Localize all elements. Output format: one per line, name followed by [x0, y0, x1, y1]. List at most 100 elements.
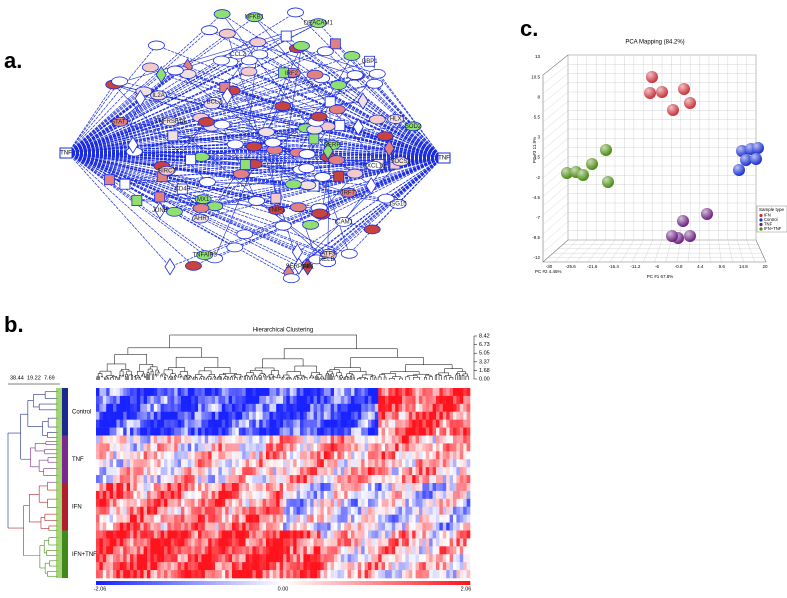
- heatmap-cell: [300, 491, 304, 499]
- heatmap-cell: [453, 491, 457, 499]
- heatmap-cell: [467, 515, 471, 523]
- heatmap-cell: [96, 436, 100, 444]
- heatmap-cell: [225, 499, 229, 507]
- heatmap-cell: [344, 388, 348, 396]
- heatmap-cell: [147, 428, 151, 436]
- node: [285, 180, 301, 189]
- heatmap-cell: [307, 499, 311, 507]
- heatmap-cell: [368, 420, 372, 428]
- heatmap-cell: [429, 428, 433, 436]
- colorbar-step: [264, 581, 268, 585]
- heatmap-cell: [388, 396, 392, 404]
- colorbar-step: [279, 581, 283, 585]
- heatmap-cell: [317, 428, 321, 436]
- heatmap-cell: [450, 499, 454, 507]
- heatmap-cell: [133, 491, 137, 499]
- heatmap-cell: [276, 483, 280, 491]
- heatmap-cell: [409, 412, 413, 420]
- heatmap-cell: [385, 523, 389, 531]
- heatmap-cell: [409, 404, 413, 412]
- heatmap-cell: [123, 475, 127, 483]
- node: [283, 274, 299, 283]
- heatmap-cell: [212, 499, 216, 507]
- heatmap-cell: [198, 507, 202, 515]
- heatmap-cell: [239, 483, 243, 491]
- heatmap-cell: [263, 546, 267, 554]
- heatmap-cell: [453, 420, 457, 428]
- heatmap-cell: [242, 459, 246, 467]
- heatmap-cell: [184, 483, 188, 491]
- heatmap-cell: [300, 515, 304, 523]
- heatmap-cell: [232, 546, 236, 554]
- node-label: IRF7: [342, 190, 356, 196]
- heatmap-cell: [307, 467, 311, 475]
- heatmap-cell: [433, 538, 437, 546]
- heatmap-cell: [212, 507, 216, 515]
- heatmap-cell: [144, 428, 148, 436]
- colorbar-step: [156, 581, 160, 585]
- heatmap-cell: [205, 570, 209, 578]
- heatmap-cell: [354, 459, 358, 467]
- heatmap-cell: [314, 531, 318, 539]
- heatmap-cell: [116, 475, 120, 483]
- colorbar-step: [455, 581, 459, 585]
- heatmap-cell: [351, 436, 355, 444]
- heatmap-cell: [395, 396, 399, 404]
- node: [341, 249, 357, 258]
- heatmap-cell: [259, 499, 263, 507]
- heatmap-cell: [123, 546, 127, 554]
- heatmap-cell: [99, 570, 103, 578]
- colorbar-step: [175, 581, 179, 585]
- heatmap-cell: [184, 475, 188, 483]
- sample-highlight: [586, 158, 598, 170]
- node: [246, 142, 262, 151]
- heatmap-cell: [184, 428, 188, 436]
- heatmap-cell: [446, 491, 450, 499]
- heatmap-cell: [467, 451, 471, 459]
- heatmap-cell: [249, 523, 253, 531]
- node: [112, 77, 128, 86]
- heatmap-cell: [266, 451, 270, 459]
- node: [271, 193, 281, 203]
- heatmap-cell: [334, 420, 338, 428]
- heatmap-cell: [348, 451, 352, 459]
- heatmap-cell: [239, 420, 243, 428]
- heatmap-cell: [378, 428, 382, 436]
- heatmap-cell: [171, 396, 175, 404]
- heatmap-cell: [103, 451, 107, 459]
- heatmap-cell: [378, 554, 382, 562]
- heatmap-cell: [174, 483, 178, 491]
- heatmap-cell: [351, 420, 355, 428]
- heatmap-cell: [422, 475, 426, 483]
- heatmap-cell: [123, 436, 127, 444]
- heatmap-cell: [436, 515, 440, 523]
- heatmap-cell: [116, 531, 120, 539]
- heatmap-cell: [150, 515, 154, 523]
- heatmap-cell: [399, 459, 403, 467]
- node: [240, 160, 250, 170]
- heatmap-cell: [259, 483, 263, 491]
- heatmap-cell: [276, 499, 280, 507]
- heatmap-cell: [409, 396, 413, 404]
- heatmap-cell: [188, 412, 192, 420]
- heatmap-cell: [351, 396, 355, 404]
- heatmap-cell: [269, 546, 273, 554]
- heatmap-cell: [99, 388, 103, 396]
- heatmap-cell: [167, 459, 171, 467]
- heatmap-cell: [371, 515, 375, 523]
- heatmap-cell: [426, 404, 430, 412]
- heatmap-cell: [201, 420, 205, 428]
- heatmap-cell: [348, 420, 352, 428]
- heatmap-cell: [409, 436, 413, 444]
- heatmap-cell: [144, 491, 148, 499]
- heatmap-cell: [283, 507, 287, 515]
- grid-line: [709, 240, 710, 262]
- heatmap-cell: [426, 499, 430, 507]
- heatmap-cell: [205, 499, 209, 507]
- heatmap-cell: [443, 404, 447, 412]
- heatmap-cell: [453, 554, 457, 562]
- heatmap-cell: [246, 570, 250, 578]
- heatmap-cell: [195, 420, 199, 428]
- heatmap-cell: [341, 531, 345, 539]
- heatmap-cell: [314, 562, 318, 570]
